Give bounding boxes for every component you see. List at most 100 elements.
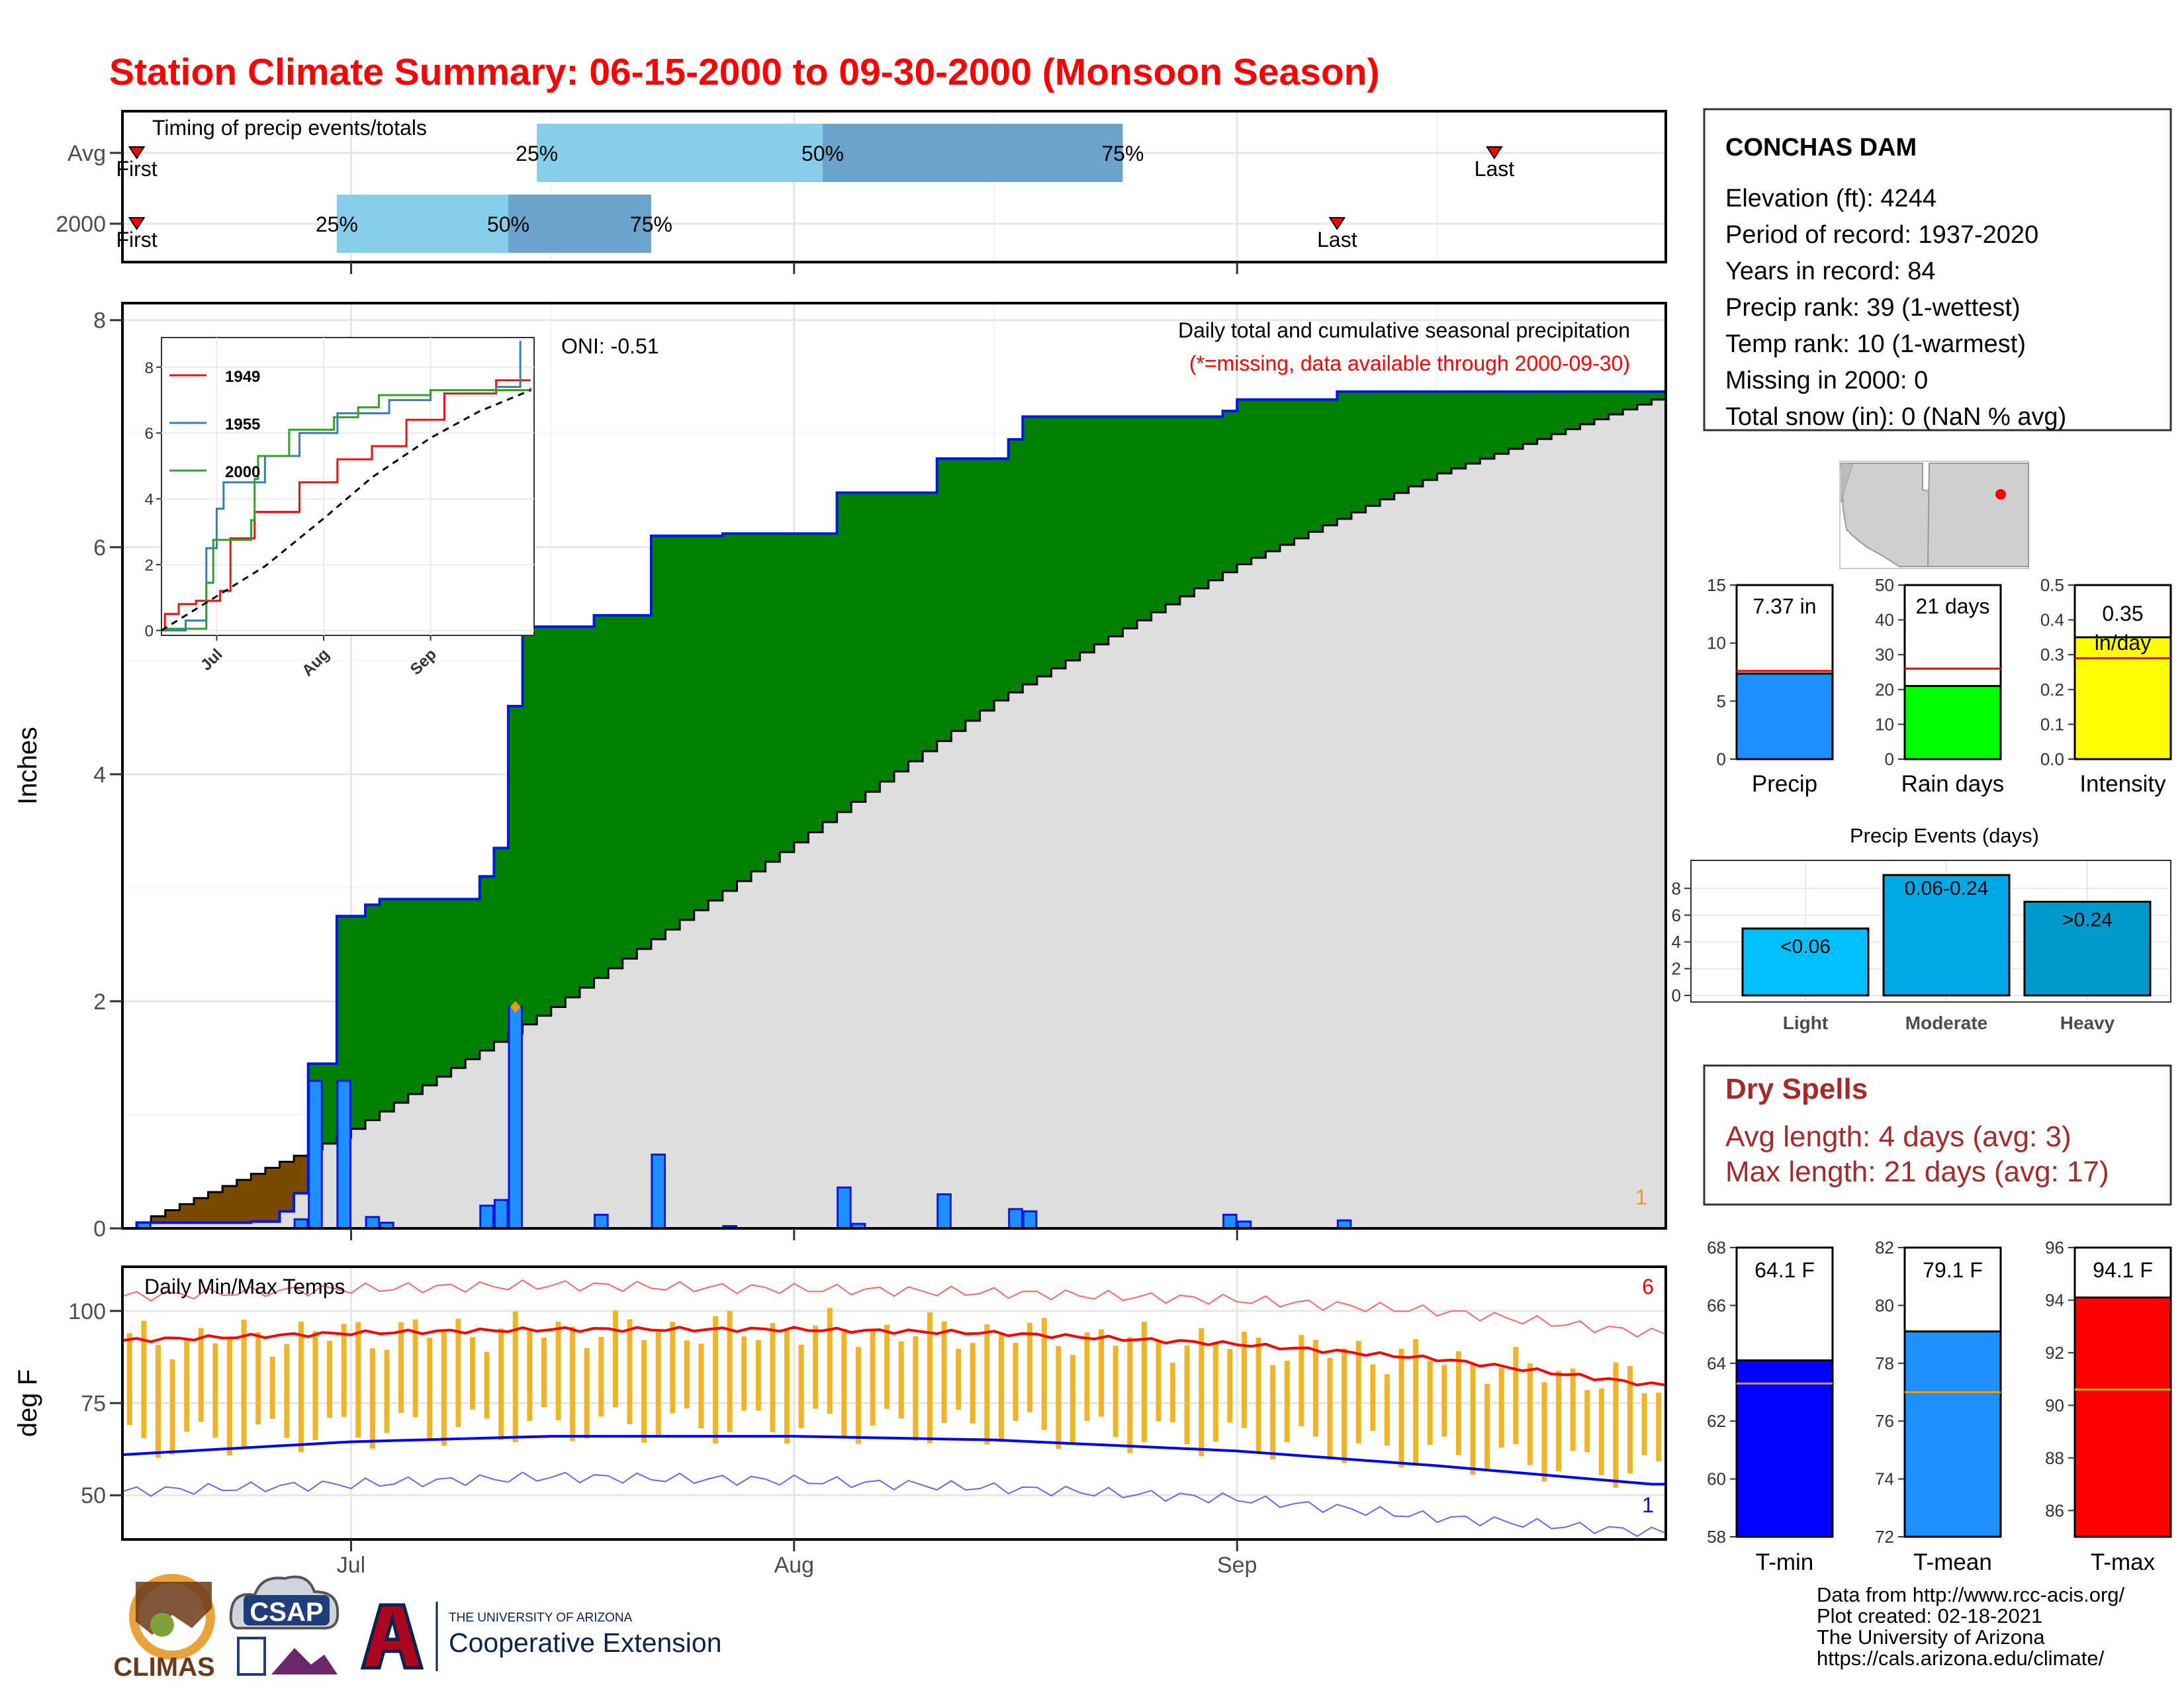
station-years: Years in record: 84 [1725, 257, 1936, 285]
precip-average-area [122, 399, 1666, 1228]
timing-label-q50: 50% [487, 212, 529, 236]
inset-legend-label: 2000 [225, 463, 260, 481]
daily-precip-bar [479, 1205, 494, 1230]
precip-event-bar-Light [1741, 927, 1870, 997]
events-ytick-label: 2 [1672, 959, 1681, 979]
precip-corner-count: 1 [1635, 1185, 1647, 1209]
temp-summary-ytick-label: 62 [1707, 1411, 1726, 1431]
ua-small-text: THE UNIVERSITY OF ARIZONA [449, 1611, 633, 1625]
locator-map [1839, 461, 2029, 569]
summary-bar-ytick-label: 0 [1885, 749, 1894, 769]
timing-panel: Timing of precip events/totals Avg 2000 … [56, 110, 1667, 274]
record-min-line [122, 1471, 1666, 1537]
timing-label-first: First [116, 228, 157, 251]
summary-bar-category-label: Precip [1752, 771, 1817, 797]
timing-bar-q25-q50 [336, 195, 508, 253]
precip-y-label: Inches [13, 727, 42, 805]
summary-bar-ytick-label: 40 [1875, 610, 1894, 630]
timing-label-last: Last [1317, 228, 1357, 251]
precip-ytick-label: 0 [93, 1216, 106, 1242]
temp-summary-ytick-label: 82 [1875, 1238, 1894, 1257]
temp-ytick-label: 50 [81, 1483, 106, 1508]
daily-precip-bar [508, 1006, 523, 1230]
precip-panel: 0 2 4 6 8 Inches Daily total and cumulative … [13, 302, 1667, 1242]
temp-summary-ytick-label: 68 [1707, 1238, 1726, 1257]
x-axis-tick-label: Sep [1217, 1553, 1257, 1578]
summary-bar-ytick-label: 10 [1875, 714, 1894, 734]
station-info-frame [1703, 108, 2172, 432]
footer-university: The University of Arizona [1817, 1625, 2045, 1649]
daily-precip-bar [594, 1213, 609, 1230]
temp-summary-ytick-label: 64 [1707, 1353, 1726, 1373]
footer-url: https://cals.arizona.edu/climate/ [1817, 1647, 2105, 1670]
summary-bar-value-label: 0.35 [2102, 602, 2143, 625]
temp-climatology-lines [122, 1279, 1666, 1537]
daily-precip-bar [293, 1218, 309, 1230]
daily-precip-bar [1008, 1208, 1023, 1230]
precip-average-step-line [122, 398, 1666, 1230]
precip-y-axis: 0 2 4 6 8 [93, 308, 1238, 1242]
summary-bars: 7.37 in Precip 0 5 10 15 21 days Rain days 0 10 20… [1707, 575, 2172, 797]
daily-precip-bar [336, 1079, 351, 1230]
temp-summary-ytick-label: 78 [1875, 1353, 1894, 1373]
temp-summary-bar-T-mean [1903, 1330, 2002, 1538]
summary-bar-Rain days [1903, 685, 2002, 760]
map-state-arizona [1840, 463, 1931, 567]
oni-label: ONI: -0.51 [561, 334, 659, 358]
precip-ytick-label: 8 [93, 308, 106, 334]
precip-event-category-label: Light [1783, 1013, 1828, 1033]
events-ytick-label: 6 [1672, 905, 1681, 925]
timing-bar-q50-q75 [823, 124, 1123, 182]
temp-summary-value-label: 64.1 F [1754, 1258, 1815, 1282]
inset-ytick-label: 6 [145, 425, 154, 443]
summary-bar-ytick-label: 20 [1875, 680, 1894, 700]
map-state-california [1841, 463, 1854, 504]
temp-panel-title: Daily Min/Max Temps [144, 1275, 345, 1299]
precip-cumulative-2000-line [122, 390, 1666, 1230]
timing-panel-title: Timing of precip events/totals [152, 116, 427, 140]
station-elevation: Elevation (ft): 4244 [1725, 185, 1936, 212]
precip-ytick-label: 2 [93, 989, 106, 1015]
inset-line-2000 [161, 388, 532, 632]
temp-summary-ytick-label: 94 [2045, 1290, 2064, 1310]
precip-event-bar-label: >0.24 [2062, 909, 2113, 931]
record-max-line [122, 1279, 1666, 1338]
daily-precip-bar [936, 1193, 952, 1230]
events-ytick-label: 4 [1672, 932, 1681, 952]
summary-bar-ytick-label: 5 [1717, 691, 1726, 711]
temp-summary-ytick-label: 96 [2045, 1238, 2064, 1257]
timing-label-q25: 25% [316, 212, 358, 236]
precip-event-bar-Heavy [2023, 901, 2152, 997]
shared-x-axis: Jul Aug Sep [337, 1539, 1257, 1578]
temp-panel: 50 75 100 Daily Min/Max Temps deg F 6 1 Ju… [13, 1265, 1667, 1578]
temp-summary-category-label: T-mean [1913, 1549, 1992, 1575]
dry-spells-avg: Avg length: 4 days (avg: 3) [1725, 1120, 2071, 1153]
temp-summary-ytick-label: 86 [2045, 1500, 2064, 1520]
daily-precip-bar [1022, 1210, 1038, 1230]
average-min-line [122, 1435, 1666, 1486]
precip-event-category-label: Moderate [1905, 1013, 1987, 1033]
precip-daily-bars [136, 1001, 1352, 1230]
temp-summary-ytick-label: 90 [2045, 1395, 2064, 1415]
precip-ytick-label: 4 [93, 762, 106, 788]
summary-bar-ytick-label: 0.1 [2040, 714, 2064, 734]
summary-bar-ytick-label: 0.0 [2040, 749, 2064, 769]
events-ytick-label: 0 [1672, 985, 1681, 1005]
map-station-marker [1995, 489, 2006, 500]
temp-summary-bar-T-min [1735, 1359, 1834, 1538]
ua-block-a-icon [360, 1603, 424, 1670]
x-axis-tick-label: Aug [774, 1553, 815, 1578]
station-snow: Total snow (in): 0 (NaN % avg) [1725, 403, 2066, 431]
temp-summary-value-label: 94.1 F [2093, 1258, 2153, 1282]
summary-bar-ytick-label: 50 [1875, 575, 1894, 595]
csap-logo-text: CSAP [250, 1598, 323, 1627]
precip-events-axes: Light Moderate Heavy 0 2 4 6 8 [1672, 878, 2115, 1033]
precip-ytick-label: 6 [93, 535, 106, 561]
csap-label-bg [244, 1595, 330, 1625]
summary-bar-ytick-label: 0.2 [2040, 680, 2064, 700]
precip-events-chart: Precip Events (days) <0.06 0.06-0.24 >0.24… [1672, 824, 2171, 1033]
station-temp-rank: Temp rank: 10 (1-warmest) [1725, 330, 2026, 358]
temp-summary-ytick-label: 76 [1875, 1411, 1894, 1431]
temp-y-axis: 50 75 100 [68, 1299, 122, 1508]
